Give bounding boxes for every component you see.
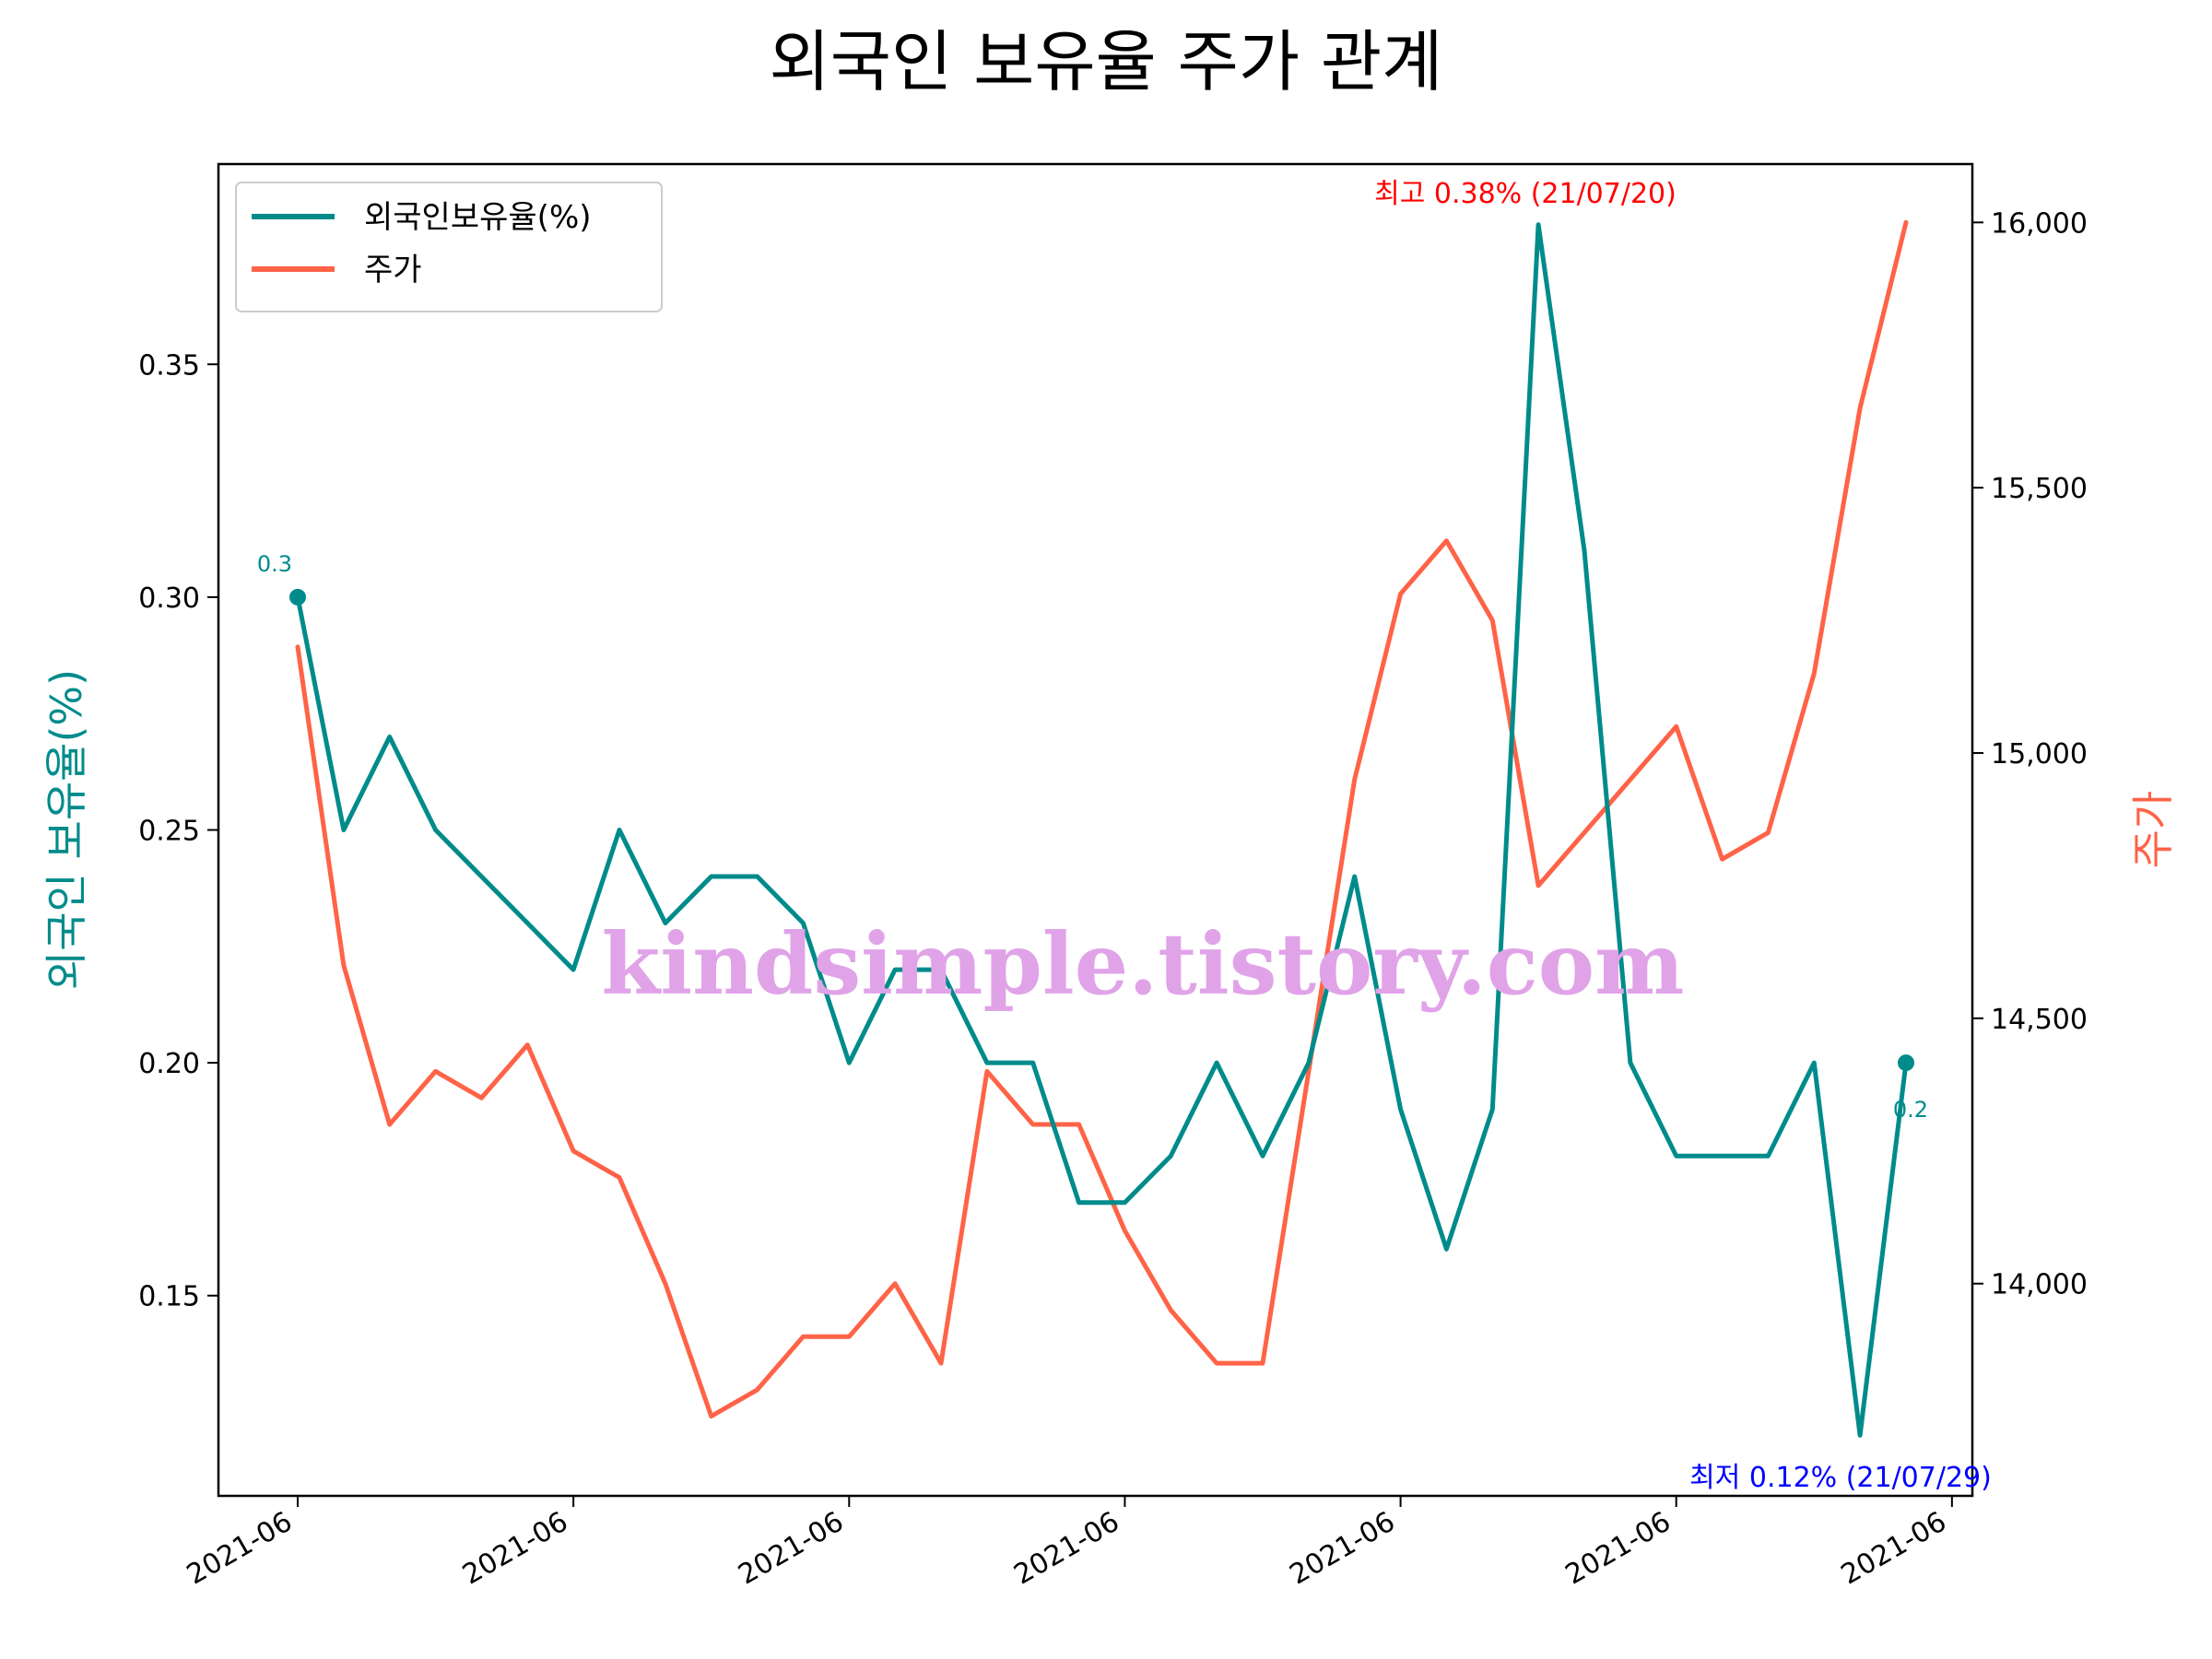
legend-box (235, 182, 663, 312)
plot-area-frame (217, 162, 1974, 1498)
start-point-marker (289, 588, 306, 606)
x-tick-label: 2021-06 (1560, 1506, 1677, 1592)
y-left-tick-label: 0.35 (138, 349, 200, 382)
chart-title: 외국인 보유율 주가 관계 (769, 23, 1442, 100)
x-tick-label: 2021-06 (182, 1506, 298, 1592)
ownership-line (295, 222, 1909, 1438)
x-tick-label: 2021-06 (1285, 1506, 1401, 1592)
x-tick-label: 2021-06 (1836, 1506, 1952, 1592)
legend-label-ownership: 외국인보유율(%) (364, 199, 592, 236)
y-left-tick-label: 0.30 (138, 582, 200, 615)
y-right-tick-label: 15,000 (1991, 738, 2088, 771)
x-tick-label: 2021-06 (733, 1506, 849, 1592)
y-axis-label-left: 외국인 보유율(%) (41, 669, 91, 990)
x-tick-label: 2021-06 (457, 1506, 573, 1592)
y-right-tick-label: 14,000 (1991, 1269, 2088, 1301)
x-tick-label: 2021-06 (1008, 1506, 1124, 1592)
y-right-tick-label: 15,500 (1991, 473, 2088, 505)
price-line (295, 219, 1909, 1419)
legend-label-price: 주가 (364, 252, 422, 288)
y-left-tick-label: 0.20 (138, 1048, 200, 1080)
y-axis-label-right: 주가 (2128, 791, 2178, 869)
max-annotation: 최고 0.38% (21/07/20) (1374, 178, 1677, 210)
end-point-label: 0.2 (1893, 1097, 1928, 1123)
min-annotation: 최저 0.12% (21/07/29) (1689, 1462, 1992, 1494)
legend: 외국인보유율(%) 주가 (235, 182, 663, 312)
y-left-tick-label: 0.25 (138, 816, 200, 848)
y-right-tick-label: 14,500 (1991, 1004, 2088, 1036)
end-point-marker (1898, 1054, 1914, 1072)
y-left-tick-label: 0.15 (138, 1281, 200, 1313)
start-point-label: 0.3 (257, 551, 292, 577)
y-right-tick-label: 16,000 (1991, 207, 2088, 240)
watermark: kindsimple.tistory.com (601, 914, 1684, 1014)
